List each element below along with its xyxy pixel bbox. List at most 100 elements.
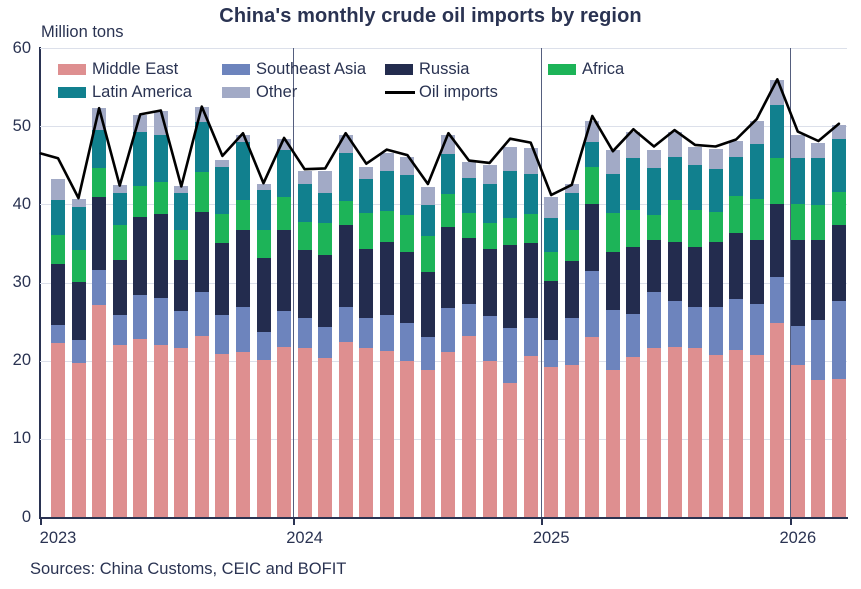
middle-east-segment [71,363,86,517]
southeast-asia-segment [503,327,518,383]
russia-segment [646,240,661,292]
legend-label: Africa [582,60,625,78]
x-axis-label-2023: 2023 [39,529,77,547]
bar-2024-05 [379,152,394,517]
southeast-asia-segment [338,306,353,342]
latin-america-segment [462,177,476,213]
bar-2023-07 [174,185,189,517]
middle-east-segment [215,353,230,517]
legend-item-latin-america: Latin America [58,84,192,101]
bar-2023-03 [92,108,107,517]
legend-label: Russia [419,60,470,78]
southeast-asia-segment [544,340,559,367]
middle-east-segment [749,355,764,517]
russia-segment [790,240,805,326]
middle-east-segment [194,336,209,517]
latin-america-segment [646,168,661,216]
bar-2025-07 [667,131,682,517]
other-segment [749,120,764,145]
middle-east-segment [174,348,189,517]
africa-segment [667,200,682,242]
bar-2024-10 [482,165,497,517]
y-axis-label-10: 10 [12,429,31,448]
bar-2024-08 [441,134,456,517]
latin-america-segment [667,156,682,201]
bar-2025-04 [605,150,620,517]
y-axis-label-0: 0 [21,507,31,526]
africa-segment [400,215,415,253]
other-segment [667,131,682,157]
africa-segment [544,252,559,281]
other-segment [297,170,312,185]
other-segment [708,148,723,170]
gridline-y-50 [40,126,847,128]
africa-segment [420,235,435,273]
bar-2026-02 [811,143,826,517]
latin-america-segment [194,122,209,173]
bar-2023-06 [153,111,168,517]
gridline-y-60 [40,48,847,49]
legend-color-swatch [385,64,413,75]
latin-america-segment [256,189,271,231]
latin-america-segment [544,217,559,253]
other-segment [646,149,661,169]
chart-title: China's monthly crude oil imports by reg… [219,5,642,27]
bar-2023-04 [112,184,127,517]
russia-segment [277,230,292,312]
middle-east-segment [729,349,744,517]
latin-america-segment [749,144,764,199]
middle-east-segment [112,345,127,517]
latin-america-segment [688,165,703,210]
southeast-asia-segment [749,303,764,356]
russia-segment [153,213,168,299]
russia-segment [112,259,127,316]
bar-2024-01 [297,170,312,517]
latin-america-segment [235,141,250,201]
africa-segment [790,203,805,241]
latin-america-segment [277,150,292,197]
bar-2025-05 [626,131,641,517]
southeast-asia-segment [770,277,785,324]
middle-east-segment [153,345,168,517]
oil-imports-line [39,77,841,200]
middle-east-segment [523,355,538,517]
latin-america-segment [564,193,579,231]
russia-segment [338,225,353,307]
other-segment [277,138,292,151]
y-axis-label-20: 20 [12,351,31,370]
bar-2024-03 [338,134,353,517]
legend-line-swatch [385,91,415,94]
southeast-asia-segment [400,323,415,362]
southeast-asia-segment [194,291,209,337]
other-segment [790,134,805,159]
bar-2023-08 [194,106,209,517]
middle-east-segment [605,370,620,517]
latin-america-segment [605,173,620,213]
russia-segment [667,241,682,301]
middle-east-segment [482,360,497,517]
bar-2024-12 [523,148,538,517]
africa-segment [359,212,374,249]
middle-east-segment [441,352,456,517]
latin-america-segment [153,134,168,182]
latin-america-segment [133,131,148,187]
middle-east-segment [790,365,805,517]
latin-america-segment [831,138,846,192]
southeast-asia-segment [482,316,497,361]
legend-label: Latin America [92,83,192,101]
legend-item-other: Other [222,84,297,101]
africa-segment [646,215,661,241]
southeast-asia-segment [811,320,826,381]
africa-segment [729,195,744,233]
latin-america-segment [729,157,744,196]
x-axis-tick-2024 [293,519,295,525]
russia-segment [831,225,846,301]
middle-east-segment [256,359,271,517]
latin-america-segment [770,105,785,159]
latin-america-segment [338,152,353,202]
bar-2025-03 [585,120,600,517]
bar-2025-11 [749,120,764,517]
bar-2025-06 [646,149,661,517]
bar-2025-09 [708,148,723,517]
middle-east-segment [585,337,600,517]
